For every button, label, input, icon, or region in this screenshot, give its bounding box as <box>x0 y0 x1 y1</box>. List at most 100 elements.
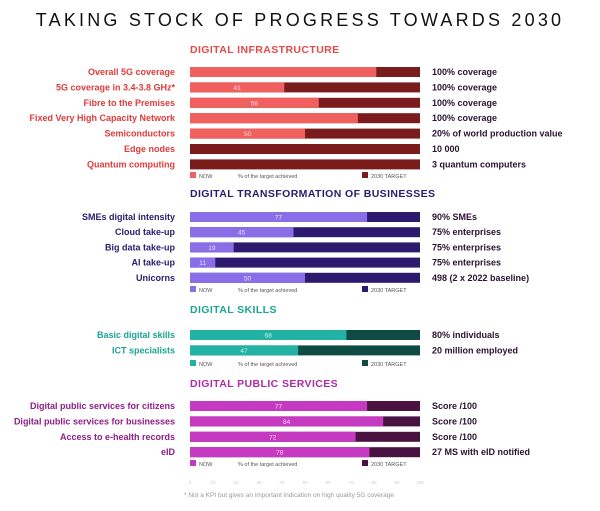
legend-target-swatch <box>362 172 368 178</box>
legend-now-swatch <box>190 172 196 178</box>
section-title: DIGITAL TRANSFORMATION OF BUSINESSES <box>190 188 435 200</box>
axis-tick-label: 90 <box>394 480 400 485</box>
now-value-label: 41 <box>234 85 242 92</box>
row-label: Big data take-up <box>105 242 176 252</box>
target-bar <box>190 82 420 93</box>
row-label: Edge nodes <box>124 144 175 154</box>
footnote: * Not a KPI but gives an important indic… <box>184 492 394 499</box>
axis-tick-label: 70 <box>348 480 354 485</box>
now-value-label: 78 <box>276 450 284 457</box>
row-label: Overall 5G coverage <box>88 67 175 77</box>
target-bar <box>190 144 420 154</box>
axis-tick-label: 30 <box>256 480 262 485</box>
target-value: 100% coverage <box>432 67 497 77</box>
row-label: Digital public services for citizens <box>30 401 175 411</box>
axis-tick-label: 20 <box>233 480 239 485</box>
row-label: Fixed Very High Capacity Network <box>29 113 176 123</box>
axis-tick-label: 40 <box>279 480 285 485</box>
now-bar <box>190 67 377 77</box>
legend-now-swatch <box>190 286 196 292</box>
row-label: Quantum computing <box>87 159 175 169</box>
target-value: 100% coverage <box>432 113 497 123</box>
target-value: 100% coverage <box>432 98 497 108</box>
target-value: 3 quantum computers <box>432 159 526 169</box>
now-bar <box>190 416 384 427</box>
legend-target-swatch <box>362 460 368 466</box>
section-title: DIGITAL PUBLIC SERVICES <box>190 378 338 390</box>
legend-target-label: 2030 TARGET <box>371 462 407 468</box>
target-value: Score /100 <box>432 416 477 426</box>
legend-mid-label: % of the target achieved <box>238 362 297 368</box>
now-value-label: 50 <box>244 131 252 138</box>
legend-target-swatch <box>362 360 368 366</box>
target-bar <box>190 159 420 170</box>
target-bar <box>190 227 420 238</box>
legend-now-swatch <box>190 460 196 466</box>
now-value-label: 77 <box>275 404 283 411</box>
now-bar <box>190 447 370 458</box>
now-bar <box>190 345 299 356</box>
now-value-label: 77 <box>275 215 283 222</box>
row-label: Cloud take-up <box>115 227 176 237</box>
legend-target-swatch <box>362 286 368 292</box>
target-value: 20% of world production value <box>432 129 563 139</box>
target-value: 498 (2 x 2022 baseline) <box>432 273 529 283</box>
now-bar <box>190 401 368 411</box>
axis-tick-label: 50 <box>302 480 308 485</box>
target-value: Score /100 <box>432 432 477 442</box>
axis-tick-label: 0 <box>189 480 192 485</box>
target-bar <box>190 242 420 253</box>
page-title: TAKING STOCK OF PROGRESS TOWARDS 2030 <box>35 10 565 30</box>
target-bar <box>190 257 420 268</box>
target-bar <box>190 345 420 356</box>
axis-tick-label: 80 <box>371 480 377 485</box>
legend-target-label: 2030 TARGET <box>371 174 407 180</box>
now-bar <box>190 242 234 253</box>
axis-tick-label: 10 <box>210 480 216 485</box>
now-value-label: 68 <box>265 333 273 340</box>
legend-now-label: NOW <box>199 288 213 294</box>
target-value: 10 000 <box>432 144 460 154</box>
now-bar <box>190 97 319 108</box>
row-label: AI take-up <box>131 258 175 268</box>
row-label: ICT specialists <box>112 345 175 355</box>
section-title: DIGITAL SKILLS <box>190 304 277 316</box>
legend-now-label: NOW <box>199 462 213 468</box>
now-bar <box>190 257 216 268</box>
legend-mid-label: % of the target achieved <box>238 462 297 468</box>
target-value: 20 million employed <box>432 345 518 355</box>
now-bar <box>190 330 347 340</box>
row-label: Access to e-health records <box>60 432 175 442</box>
legend-now-label: NOW <box>199 362 213 368</box>
row-label: Digital public services for businesses <box>14 416 175 426</box>
section-title: DIGITAL INFRASTRUCTURE <box>190 44 340 56</box>
now-value-label: 11 <box>199 260 206 267</box>
now-value-label: 45 <box>238 230 246 237</box>
legend-mid-label: % of the target achieved <box>238 288 297 294</box>
now-bar <box>190 82 285 93</box>
target-value: 75% enterprises <box>432 242 501 252</box>
now-bar <box>190 128 305 139</box>
target-value: 80% individuals <box>432 330 500 340</box>
now-value-label: 47 <box>240 348 248 355</box>
row-label: Fibre to the Premises <box>83 98 175 108</box>
now-value-label: 56 <box>251 100 259 107</box>
row-label: SMEs digital intensity <box>82 212 175 222</box>
target-value: 75% enterprises <box>432 258 501 268</box>
legend-target-label: 2030 TARGET <box>371 362 407 368</box>
legend-target-label: 2030 TARGET <box>371 288 407 294</box>
now-bar <box>190 431 356 442</box>
target-value: 90% SMEs <box>432 212 477 222</box>
now-value-label: 84 <box>283 419 291 426</box>
axis-tick-label: 100 <box>416 480 424 485</box>
axis-tick-label: 60 <box>325 480 331 485</box>
row-label: Basic digital skills <box>97 330 175 340</box>
row-label: eID <box>161 447 176 457</box>
now-bar <box>190 212 368 222</box>
row-label: Unicorns <box>136 273 175 283</box>
target-value: 100% coverage <box>432 82 497 92</box>
now-value-label: 19 <box>208 245 216 252</box>
target-value: Score /100 <box>432 401 477 411</box>
target-value: 75% enterprises <box>432 227 501 237</box>
